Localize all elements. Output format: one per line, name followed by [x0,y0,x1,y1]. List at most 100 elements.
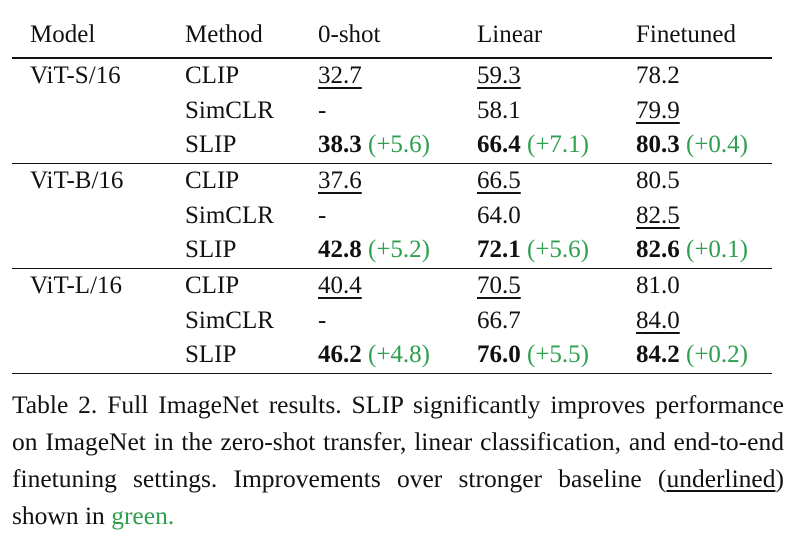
zero-shot-cell: - [300,93,459,128]
table-row: SLIP 46.2 (+4.8) 76.0 (+5.5) 84.2 (+0.2) [12,338,772,374]
model-cell: ViT-B/16 [12,162,167,198]
zero-shot-value: 40.4 [318,271,362,299]
model-group: ViT-L/16 CLIP 40.4 70.5 81.0 SimCLR -66.7 84.0 S… [12,267,772,374]
method-cell: SimCLR [185,96,274,124]
model-cell [12,303,167,338]
zero-shot-cell: 32.7 [300,58,459,93]
finetuned-cell: 80.3 (+0.4) [618,128,772,163]
zero-shot-value: 38.3 [318,131,362,159]
method-cell: SimCLR [185,201,274,229]
finetuned-value: 82.6 [636,236,680,264]
caption-underlined-word: underlined [666,464,776,493]
table-row: ViT-B/16 CLIP 37.6 66.5 80.5 [12,162,772,198]
method-cell: SLIP [185,131,237,159]
linear-value: 66.7 [477,306,521,334]
finetuned-value: 82.5 [636,201,680,229]
finetuned-value: 79.9 [636,96,680,124]
method-cell: CLIP [185,62,240,89]
finetuned-value: 80.5 [636,166,680,194]
linear-cell: 66.5 [459,162,618,198]
finetuned-value: 81.0 [636,271,680,299]
linear-value: 66.5 [477,166,521,194]
table-row: ViT-S/16 CLIP 32.7 59.3 78.2 [12,58,772,93]
linear-value: 66.4 [477,131,521,159]
header-linear: Linear [459,12,618,59]
method-cell: SLIP [185,236,237,264]
linear-cell: 66.7 [459,303,618,338]
zero-shot-gain: (+4.8) [368,341,430,369]
linear-value: 70.5 [477,271,521,299]
finetuned-value: 78.2 [636,62,680,89]
finetuned-cell: 78.2 [618,58,772,93]
linear-gain: (+5.5) [527,341,589,369]
table-header: Model Method 0-shot Linear Finetuned [12,12,772,59]
zero-shot-value: - [318,96,327,124]
linear-value: 58.1 [477,96,521,124]
caption-text-before: Full ImageNet results. SLIP significantl… [12,390,784,493]
zero-shot-cell: - [300,303,459,338]
zero-shot-value: 32.7 [318,62,362,89]
finetuned-gain: (+0.1) [686,236,748,264]
table-row: ViT-L/16 CLIP 40.4 70.5 81.0 [12,267,772,303]
linear-gain: (+5.6) [527,236,589,264]
zero-shot-value: - [318,306,327,334]
table-row: SimCLR - 64.0 82.5 [12,198,772,233]
zero-shot-cell: 40.4 [300,267,459,303]
linear-value: 59.3 [477,62,521,89]
finetuned-value: 80.3 [636,131,680,159]
header-finetuned: Finetuned [618,12,772,59]
caption-label: Table 2. [12,390,98,419]
caption-green-word: green. [111,501,175,530]
finetuned-value: 84.0 [636,306,680,334]
method-cell: CLIP [167,162,300,198]
results-table: Model Method 0-shot Linear Finetuned ViT… [12,12,772,374]
linear-cell: 70.5 [459,267,618,303]
model-cell [12,198,167,233]
finetuned-gain: (+0.2) [686,341,748,369]
linear-cell: 72.1 (+5.6) [459,233,618,268]
zero-shot-cell: 37.6 [300,162,459,198]
method-cell: CLIP [167,267,300,303]
zero-shot-value: 42.8 [318,236,362,264]
model-cell: ViT-S/16 [30,62,121,89]
caption-text-middle: ) shown in [12,464,784,530]
model-cell: ViT-L/16 [12,267,167,303]
model-cell [12,93,167,128]
finetuned-cell: 79.9 [618,93,772,128]
header-row: Model Method 0-shot Linear Finetuned [12,12,772,59]
header-model: Model [12,12,167,59]
zero-shot-value: 46.2 [318,341,362,369]
header-zero-shot: 0-shot [300,12,459,59]
finetuned-cell: 84.2 (+0.2) [618,338,772,374]
finetuned-cell: 84.0 [618,303,772,338]
table-caption: Table 2. Full ImageNet results. SLIP sig… [12,386,784,534]
zero-shot-cell: 42.8 (+5.2) [300,233,459,268]
zero-shot-cell: - [300,198,459,233]
model-cell [12,233,167,268]
linear-cell: 66.4 (+7.1) [459,128,618,163]
linear-gain: (+7.1) [527,131,589,159]
finetuned-cell: 82.6 (+0.1) [618,233,772,268]
model-cell [12,338,167,374]
linear-value: 64.0 [477,201,521,229]
results-table-container: Model Method 0-shot Linear Finetuned ViT… [12,12,772,374]
finetuned-cell: 80.5 [618,162,772,198]
method-cell: SimCLR [185,306,274,334]
zero-shot-gain: (+5.6) [368,131,430,159]
linear-cell: 58.1 [459,93,618,128]
table-row: SLIP 42.8 (+5.2) 72.1 (+5.6) 82.6 (+0.1) [12,233,772,268]
finetuned-value: 84.2 [636,341,680,369]
table-row: SLIP 38.3 (+5.6) 66.4 (+7.1) 80.3 (+0.4) [12,128,772,163]
header-method: Method [167,12,300,59]
zero-shot-value: - [318,201,327,229]
table-row: SimCLR - 66.7 84.0 [12,303,772,338]
table-row: SimCLR - 58.1 79.9 [12,93,772,128]
linear-value: 76.0 [477,341,521,369]
method-cell: SLIP [167,338,300,374]
zero-shot-cell: 38.3 (+5.6) [300,128,459,163]
linear-cell: 76.0 (+5.5) [459,338,618,374]
zero-shot-gain: (+5.2) [368,236,430,264]
zero-shot-cell: 46.2 (+4.8) [300,338,459,374]
zero-shot-value: 37.6 [318,166,362,194]
finetuned-gain: (+0.4) [686,131,748,159]
